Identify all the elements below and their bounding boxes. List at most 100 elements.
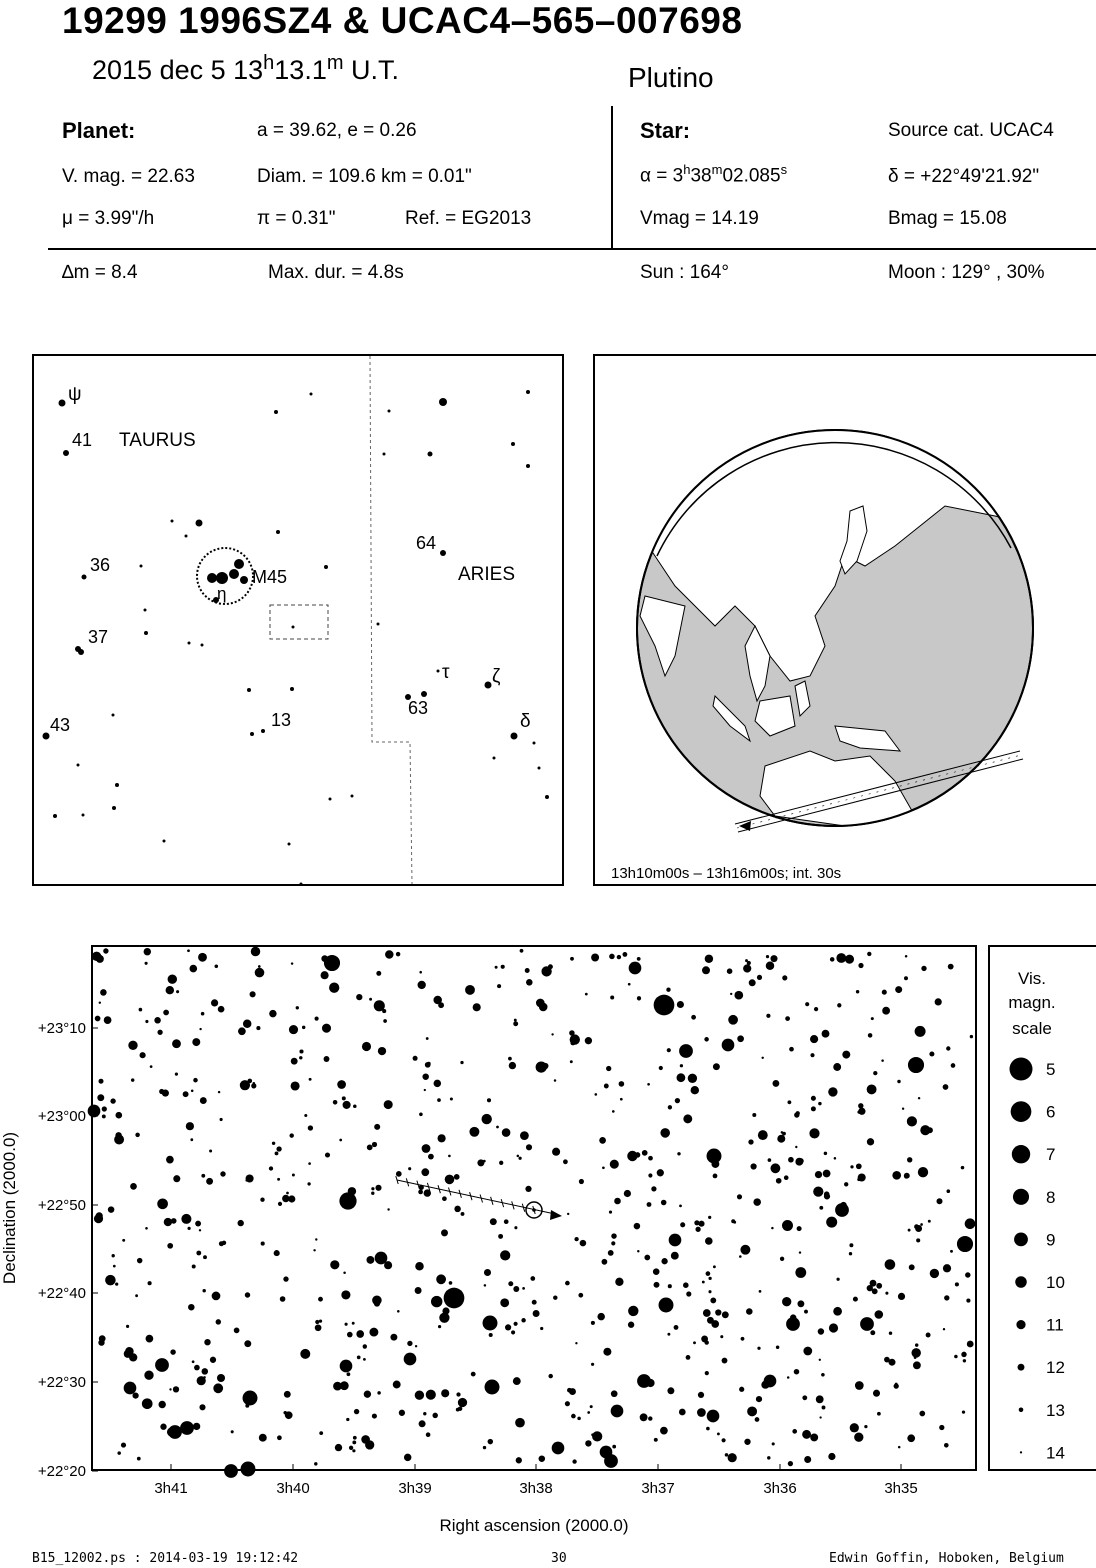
- chart-star: [884, 1259, 896, 1270]
- chart-star: [187, 1226, 191, 1231]
- finder-star: [76, 763, 80, 767]
- chart-star: [720, 1335, 724, 1339]
- chart-star: [190, 1089, 194, 1093]
- chart-star: [651, 1186, 657, 1192]
- chart-star: [371, 1141, 378, 1148]
- footer-page: 30: [551, 1551, 567, 1566]
- chart-star: [821, 1405, 826, 1410]
- chart-star: [513, 1321, 518, 1326]
- chart-star: [942, 1264, 952, 1273]
- chart-star: [548, 1373, 553, 1379]
- chart-star: [829, 957, 835, 962]
- chart-star: [705, 1237, 713, 1245]
- chart-star: [653, 1281, 660, 1288]
- chart-star: [570, 956, 574, 961]
- chart-star: [623, 1189, 632, 1198]
- chart-star: [353, 1408, 360, 1415]
- chart-star: [189, 964, 198, 973]
- finder-star: [63, 450, 69, 456]
- chart-star: [966, 1340, 974, 1348]
- chart-star: [756, 974, 763, 980]
- chart-star: [120, 1442, 127, 1448]
- chart-star: [201, 1173, 206, 1178]
- chart-star: [230, 1430, 234, 1434]
- earth-globe: 13h10m00s – 13h16m00s; int. 30s: [611, 429, 1034, 882]
- chart-star: [876, 1282, 883, 1289]
- chart-star: [683, 1282, 689, 1288]
- chart-star: [377, 1391, 381, 1395]
- chart-star: [906, 1116, 917, 1127]
- chart-star: [513, 1021, 519, 1027]
- finder-star: [250, 732, 254, 736]
- chart-star: [836, 953, 847, 963]
- chart-star: [644, 1254, 651, 1261]
- chart-star: [795, 1145, 798, 1149]
- chart-star: [750, 1163, 757, 1170]
- chart-star: [916, 1238, 921, 1243]
- chart-star: [694, 1220, 700, 1226]
- chart-star: [169, 1388, 172, 1391]
- chart-star: [244, 1292, 251, 1298]
- chart-star: [704, 954, 714, 964]
- chart-star: [615, 1277, 624, 1286]
- chart-star: [870, 1330, 876, 1336]
- finder-star: [234, 559, 244, 569]
- chart-star: [352, 1435, 357, 1440]
- chart-star: [565, 1280, 570, 1286]
- star-label-41: 41: [72, 430, 92, 450]
- chart-star: [365, 1440, 375, 1450]
- chart-star: [209, 1356, 217, 1363]
- chart-star: [126, 1324, 130, 1328]
- chart-star: [307, 1182, 311, 1186]
- chart-star: [706, 1426, 710, 1431]
- chart-star: [339, 1138, 343, 1142]
- chart-star: [217, 1090, 221, 1094]
- chart-star: [315, 1319, 320, 1325]
- finder-star: [287, 842, 291, 846]
- chart-star: [192, 1038, 201, 1047]
- chart-star: [821, 1373, 825, 1377]
- planet-ref: Ref. = EG2013: [405, 208, 532, 229]
- chart-star: [199, 1404, 206, 1411]
- chart-star: [711, 1320, 720, 1328]
- scale-dot: [1011, 1145, 1031, 1164]
- chart-star: [947, 963, 954, 970]
- chart-star: [667, 1284, 672, 1289]
- chart-star: [942, 1327, 946, 1331]
- chart-star: [858, 1107, 866, 1115]
- chart-star: [599, 1137, 606, 1144]
- chart-star: [139, 1052, 146, 1059]
- chart-star: [277, 1177, 281, 1181]
- finder-star: [291, 625, 295, 629]
- chart-star: [716, 1432, 720, 1436]
- chart-star: [874, 1310, 884, 1319]
- chart-star: [860, 1317, 874, 1331]
- chart-star: [204, 1338, 211, 1346]
- chart-star: [111, 1254, 115, 1258]
- chart-star: [677, 1152, 681, 1156]
- chart-star: [810, 1106, 816, 1112]
- chart-star: [622, 951, 628, 957]
- chart-star: [115, 1282, 119, 1286]
- chart-star: [481, 1113, 492, 1125]
- chart-star: [961, 1410, 966, 1414]
- chart-star: [418, 1420, 426, 1428]
- chart-star: [815, 1395, 824, 1404]
- chart-star: [697, 1408, 706, 1417]
- chart-star: [676, 1073, 686, 1083]
- finder-star: [58, 399, 66, 407]
- chart-star: [946, 1189, 951, 1194]
- object-type: Plutino: [628, 62, 714, 93]
- chart-star: [147, 1281, 152, 1286]
- chart-star: [307, 1125, 314, 1131]
- chart-star: [652, 1268, 660, 1275]
- chart-star: [347, 1187, 357, 1196]
- chart-star: [592, 1431, 603, 1442]
- chart-star: [920, 1125, 931, 1136]
- chart-star: [138, 1007, 143, 1012]
- star-label-delta: δ: [520, 711, 531, 732]
- chart-star: [460, 1211, 465, 1216]
- chart-star: [782, 1131, 786, 1136]
- chart-star: [744, 1438, 751, 1445]
- chart-star: [954, 1282, 959, 1287]
